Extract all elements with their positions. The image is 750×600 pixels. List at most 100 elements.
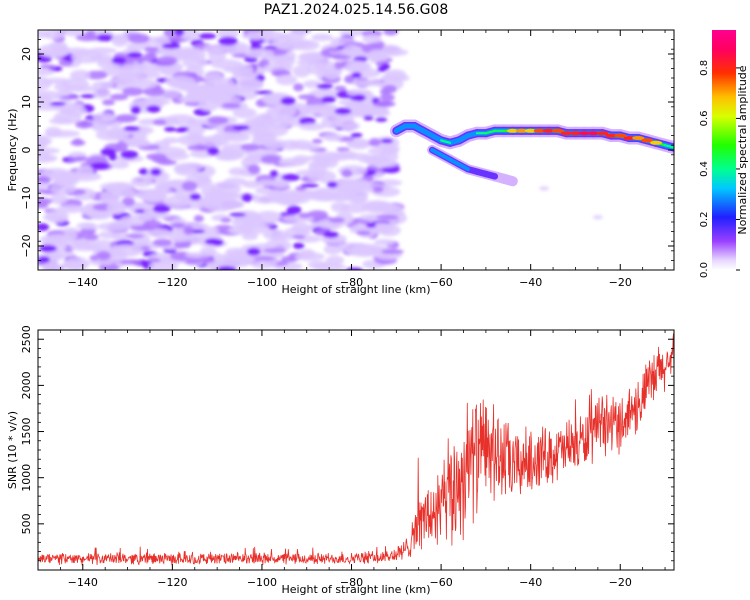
noise-blob: [164, 75, 196, 87]
noise-blob: [240, 143, 260, 151]
noise-blob: [171, 222, 186, 229]
noise-blob: [329, 217, 345, 224]
noise-blob: [368, 146, 399, 156]
noise-blob: [375, 117, 388, 122]
noise-blob: [201, 226, 220, 235]
noise-blob: [114, 114, 138, 123]
noise-blob: [252, 131, 277, 144]
noise-blob: [38, 223, 50, 231]
ridge-segment-peak: [587, 131, 600, 136]
noise-blob: [232, 125, 250, 131]
noise-blob: [174, 30, 185, 36]
noise-blob: [39, 64, 57, 69]
noise-blob: [100, 190, 121, 204]
ridge-segment-peak: [614, 133, 627, 138]
noise-blob: [362, 174, 374, 182]
noise-blob: [198, 257, 216, 264]
noise-blob: [84, 233, 99, 241]
noise-blob: [267, 189, 285, 203]
x-tick-label: −20: [609, 576, 632, 589]
noise-blob: [352, 105, 378, 116]
noise-blob: [126, 42, 150, 51]
noise-blob: [307, 260, 330, 269]
noise-blob: [196, 197, 217, 206]
noise-blob: [152, 238, 173, 247]
noise-blob: [380, 138, 394, 144]
noise-blob: [120, 150, 139, 160]
noise-blob: [165, 152, 190, 161]
branch-segment: [457, 162, 470, 172]
noise-blob: [150, 168, 162, 176]
noise-blob: [216, 30, 240, 39]
noise-blob: [95, 34, 115, 42]
noise-blob: [384, 69, 407, 81]
x-tick-label: −120: [157, 576, 187, 589]
noise-blob: [155, 56, 178, 66]
noise-blob: [99, 182, 134, 192]
noise-blob: [79, 228, 96, 235]
noise-blob: [344, 75, 355, 84]
noise-blob: [225, 247, 247, 257]
noise-blob: [292, 155, 310, 164]
noise-blob: [49, 182, 77, 195]
noise-blob: [300, 104, 335, 117]
noise-blob: [116, 189, 137, 198]
noise-blob: [323, 231, 339, 239]
noise-blob: [379, 93, 395, 102]
noise-blob: [253, 256, 276, 261]
noise-blob: [218, 36, 238, 46]
colorbar-tick-label: 0.8: [699, 60, 710, 76]
noise-blob: [362, 34, 382, 44]
noise-blob: [380, 249, 404, 255]
noise-blob: [186, 144, 210, 151]
noise-blob: [311, 33, 333, 42]
noise-blob: [269, 170, 279, 178]
noise-blob: [102, 99, 115, 106]
noise-blob: [377, 66, 387, 72]
y-tick-label: 10: [20, 95, 33, 109]
noise-blob: [223, 177, 247, 186]
noise-blob: [111, 56, 127, 65]
noise-blob: [320, 157, 339, 169]
noise-blob: [321, 96, 336, 103]
noise-blob: [38, 154, 55, 163]
noise-blob: [271, 180, 290, 189]
noise-blob: [369, 203, 403, 213]
spectrogram-ylabel: Frequency (Hz): [6, 109, 19, 192]
noise-blob: [247, 164, 261, 175]
noise-blob: [130, 176, 153, 188]
x-tick-label: −120: [157, 276, 187, 289]
noise-blob: [372, 186, 384, 193]
noise-blob: [42, 260, 61, 270]
noise-blob: [146, 258, 161, 263]
noise-blob: [142, 190, 168, 202]
noise-blob: [118, 71, 146, 84]
colorbar-tick-label: 0.0: [699, 262, 710, 278]
noise-blob: [128, 33, 150, 44]
noise-blob: [299, 123, 326, 131]
noise-blob: [204, 72, 224, 84]
noise-blob: [164, 126, 177, 132]
ridge-segment: [484, 129, 496, 135]
noise-blob: [97, 222, 131, 231]
y-tick-label: 0: [20, 147, 33, 154]
noise-blob: [351, 72, 362, 79]
noise-blob: [153, 158, 172, 164]
x-tick-label: −20: [609, 276, 632, 289]
ridge-segment-peak: [578, 131, 591, 136]
noise-blob: [221, 102, 241, 109]
noise-blob: [368, 138, 381, 147]
noise-blob: [146, 228, 171, 237]
ridge-segment-peak: [632, 136, 645, 140]
noise-blob: [177, 134, 209, 146]
noise-blob: [72, 138, 83, 146]
noise-blob: [244, 56, 258, 63]
noise-blob: [356, 230, 371, 236]
noise-blob: [241, 193, 253, 203]
snr-panel: −140 −120 −100 −80 −60 −40 −20 500 1000 1500 2000 2…: [6, 325, 675, 596]
branch-segment: [498, 173, 518, 187]
noise-blob: [164, 195, 193, 208]
noise-blob: [71, 49, 103, 64]
noise-blob: [341, 169, 353, 178]
